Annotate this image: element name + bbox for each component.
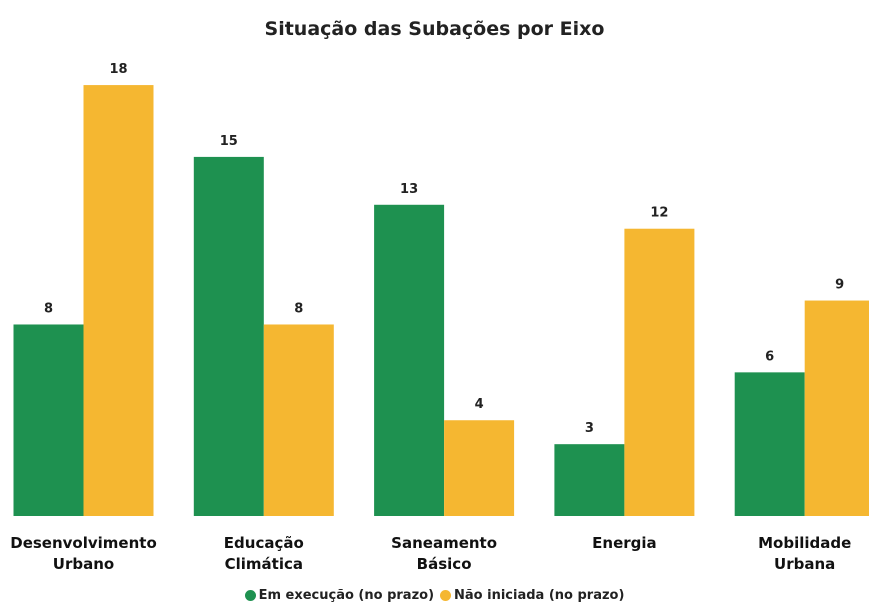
bar: [13, 324, 84, 516]
bar: [734, 372, 805, 516]
legend-item: Em execução (no prazo): [244, 588, 435, 603]
value-label: 3: [585, 421, 594, 436]
bar: [263, 324, 334, 516]
bar: [83, 85, 154, 516]
bar: [193, 156, 264, 516]
value-label: 8: [294, 301, 303, 316]
legend-item: Não iniciada (no prazo): [440, 588, 624, 603]
legend: Em execução (no prazo) Não iniciada (no p…: [0, 588, 869, 605]
x-tick-label: Energia: [592, 534, 657, 552]
legend-marker: [440, 590, 452, 601]
x-tick-label: Educação Climática: [223, 534, 304, 573]
value-label: 13: [400, 182, 418, 197]
value-label: 8: [44, 301, 53, 316]
x-tick-label: Desenvolvimento Urbano: [10, 534, 157, 573]
bar: [624, 228, 695, 516]
bar: [554, 444, 625, 516]
legend-label: Não iniciada (no prazo): [454, 588, 625, 603]
chart-title: Situação das Subações por Eixo: [264, 18, 605, 40]
value-label: 12: [650, 206, 668, 221]
value-label: 15: [220, 134, 238, 149]
bar: [444, 420, 515, 516]
legend-marker: [244, 590, 256, 601]
value-label: 6: [765, 349, 774, 364]
value-label: 9: [835, 278, 844, 293]
value-label: 18: [109, 62, 127, 77]
bar: [374, 204, 445, 516]
legend-label: Em execução (no prazo): [258, 588, 435, 603]
x-tick-label: Mobilidade Urbana: [758, 534, 852, 573]
value-label: 4: [475, 397, 484, 412]
bar: [804, 300, 869, 516]
x-tick-label: Saneamento Básico: [391, 534, 498, 573]
